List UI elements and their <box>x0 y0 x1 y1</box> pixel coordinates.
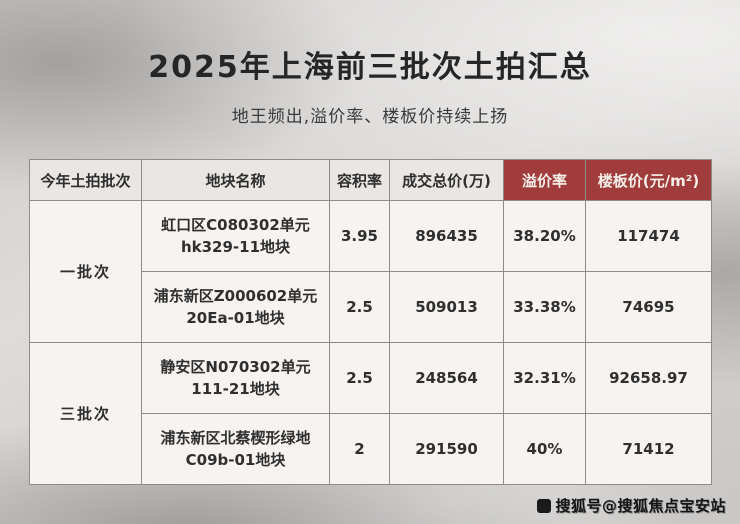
plot-name: 静安区N070302单元 111-21地块 <box>141 342 330 414</box>
table-header-row: 今年土拍批次 地块名称 容积率 成交总价(万) 溢价率 楼板价(元/m²) <box>29 159 712 201</box>
table-row: 浦东新区北蔡楔形绿地 C09b-01地块 2 291590 40% 71412 <box>30 413 712 485</box>
plot-name: 虹口区C080302单元 hk329-11地块 <box>141 200 330 272</box>
table-row: 三批次 静安区N070302单元 111-21地块 2.5 248564 32.… <box>29 342 712 485</box>
floor-price-value: 117474 <box>585 200 712 272</box>
floor-price-value: 71412 <box>585 413 712 485</box>
plot-name: 浦东新区Z000602单元 20Ea-01地块 <box>141 271 330 343</box>
total-price-value: 248564 <box>389 342 504 414</box>
header-floor-price: 楼板价(元/m²) <box>585 159 712 201</box>
watermark: 搜狐号@搜狐焦点宝安站 <box>537 495 726 516</box>
table-row: 浦东新区Z000602单元 20Ea-01地块 2.5 509013 33.38… <box>30 271 712 343</box>
floor-price-value: 74695 <box>585 271 712 343</box>
header-far: 容积率 <box>329 159 390 201</box>
header-total-price: 成交总价(万) <box>389 159 504 201</box>
premium-rate-value: 38.20% <box>503 200 586 272</box>
header-batch: 今年土拍批次 <box>29 159 142 201</box>
plot-name: 浦东新区北蔡楔形绿地 C09b-01地块 <box>141 413 330 485</box>
watermark-text: 搜狐号@搜狐焦点宝安站 <box>555 497 726 515</box>
header-premium-rate: 溢价率 <box>503 159 586 201</box>
premium-rate-value: 32.31% <box>503 342 586 414</box>
table-row: 一批次 虹口区C080302单元 hk329-11地块 3.95 896435 … <box>29 200 712 343</box>
page-title: 2025年上海前三批次土拍汇总 <box>148 50 592 85</box>
premium-rate-value: 40% <box>503 413 586 485</box>
far-value: 2.5 <box>329 342 390 414</box>
batch-label-first: 一批次 <box>29 200 142 343</box>
total-price-value: 509013 <box>389 271 504 343</box>
premium-rate-value: 33.38% <box>503 271 586 343</box>
header: 2025年上海前三批次土拍汇总 地王频出,溢价率、楼板价持续上扬 <box>0 0 740 127</box>
floor-price-value: 92658.97 <box>585 342 712 414</box>
far-value: 3.95 <box>329 200 390 272</box>
header-plot-name: 地块名称 <box>141 159 330 201</box>
total-price-value: 896435 <box>389 200 504 272</box>
far-value: 2 <box>329 413 390 485</box>
far-value: 2.5 <box>329 271 390 343</box>
land-auction-table: 今年土拍批次 地块名称 容积率 成交总价(万) 溢价率 楼板价(元/m²) 一批… <box>29 159 712 485</box>
total-price-value: 291590 <box>389 413 504 485</box>
batch-label-third: 三批次 <box>29 342 142 485</box>
sohu-logo-icon <box>537 498 552 513</box>
page-subtitle: 地王频出,溢价率、楼板价持续上扬 <box>231 107 509 127</box>
